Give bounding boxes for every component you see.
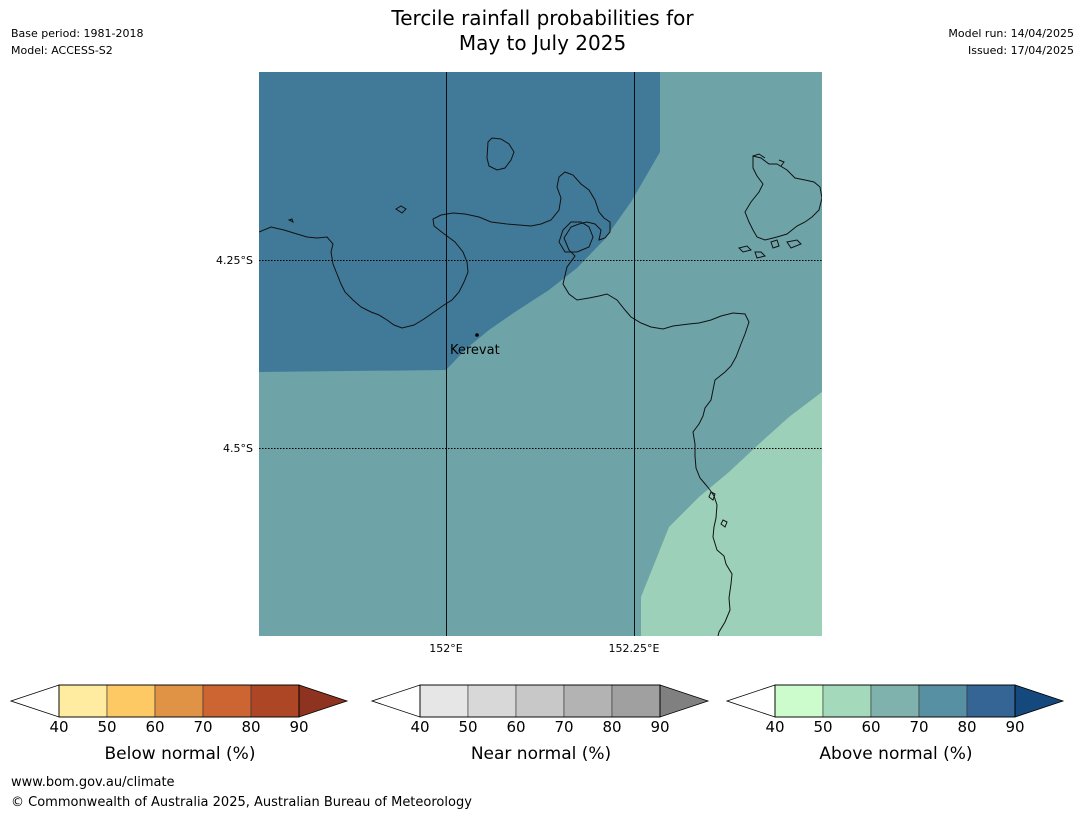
footer-copyright: © Commonwealth of Australia 2025, Austra… bbox=[11, 795, 472, 810]
lat-label-4.5: 4.5°S bbox=[223, 442, 253, 455]
cbar-above-tick: 50 bbox=[813, 718, 833, 736]
region-50-60 bbox=[641, 392, 822, 636]
page-title: Tercile rainfall probabilities for May t… bbox=[0, 6, 1085, 56]
colorbar-bin bbox=[774, 684, 824, 718]
colorbar-outline bbox=[58, 684, 300, 718]
colorbar-bin bbox=[154, 684, 204, 718]
colorbar-below-normal bbox=[10, 684, 349, 718]
cbar-above-tick: 80 bbox=[957, 718, 977, 736]
probability-map bbox=[259, 72, 822, 636]
colorbar-extend-low bbox=[726, 684, 776, 718]
title-line-1: Tercile rainfall probabilities for bbox=[391, 6, 694, 30]
cbar-near-tick: 40 bbox=[410, 718, 430, 736]
colorbar-bin bbox=[966, 684, 1016, 718]
colorbar-bin bbox=[250, 684, 300, 718]
colorbar-below-label: Below normal (%) bbox=[104, 744, 256, 764]
cbar-below-tick: 40 bbox=[49, 718, 69, 736]
cbar-near-tick: 90 bbox=[650, 718, 670, 736]
colorbar-bin bbox=[870, 684, 920, 718]
cbar-below-tick: 60 bbox=[145, 718, 165, 736]
place-label-kerevat: Kerevat bbox=[450, 343, 500, 358]
title-line-2: May to July 2025 bbox=[458, 31, 627, 55]
map-canvas bbox=[259, 72, 822, 636]
base-period-text: Base period: 1981-2018 bbox=[11, 27, 144, 40]
colorbar-bin bbox=[563, 684, 613, 718]
colorbar-extend-low bbox=[371, 684, 421, 718]
cbar-below-tick: 70 bbox=[193, 718, 213, 736]
cbar-near-tick: 60 bbox=[506, 718, 526, 736]
cbar-above-tick: 40 bbox=[765, 718, 785, 736]
colorbar-bin bbox=[106, 684, 156, 718]
lon-label-152.25: 152.25°E bbox=[608, 642, 660, 655]
cbar-below-tick: 90 bbox=[289, 718, 309, 736]
colorbar-extend-low bbox=[10, 684, 60, 718]
colorbar-near-label: Near normal (%) bbox=[470, 744, 612, 764]
colorbar-outline bbox=[419, 684, 661, 718]
colorbar-bin bbox=[822, 684, 872, 718]
cbar-near-tick: 70 bbox=[554, 718, 574, 736]
colorbar-bin bbox=[611, 684, 661, 718]
footer-url: www.bom.gov.au/climate bbox=[11, 775, 175, 790]
lon-label-152: 152°E bbox=[429, 642, 463, 655]
kerevat-marker bbox=[475, 333, 479, 337]
colorbar-bin bbox=[515, 684, 565, 718]
cbar-near-tick: 80 bbox=[602, 718, 622, 736]
cbar-above-tick: 60 bbox=[861, 718, 881, 736]
colorbar-bin bbox=[419, 684, 469, 718]
colorbar-near-normal bbox=[371, 684, 710, 718]
cbar-below-tick: 50 bbox=[97, 718, 117, 736]
coastline bbox=[259, 137, 822, 636]
colorbar-extend-high bbox=[298, 684, 349, 718]
cbar-above-tick: 70 bbox=[909, 718, 929, 736]
colorbar-bin bbox=[202, 684, 252, 718]
colorbar-bin bbox=[58, 684, 108, 718]
colorbar-below-ticks: 40 50 60 70 80 90 bbox=[10, 718, 350, 738]
lat-label-4.25: 4.25°S bbox=[216, 254, 253, 267]
colorbar-bin bbox=[918, 684, 968, 718]
cbar-below-tick: 80 bbox=[241, 718, 261, 736]
model-text: Model: ACCESS-S2 bbox=[11, 44, 113, 57]
colorbar-extend-high bbox=[1014, 684, 1065, 718]
colorbar-above-ticks: 40 50 60 70 80 90 bbox=[726, 718, 1066, 738]
cbar-near-tick: 50 bbox=[458, 718, 478, 736]
graticule bbox=[259, 72, 822, 636]
metadata-right: Model run: 14/04/2025 Issued: 17/04/2025 bbox=[948, 25, 1074, 59]
colorbar-extend-high bbox=[659, 684, 710, 718]
issued-text: Issued: 17/04/2025 bbox=[967, 44, 1074, 57]
colorbar-near-ticks: 40 50 60 70 80 90 bbox=[371, 718, 711, 738]
colorbar-bin bbox=[467, 684, 517, 718]
model-run-text: Model run: 14/04/2025 bbox=[948, 27, 1074, 40]
colorbar-above-label: Above normal (%) bbox=[819, 744, 973, 764]
cbar-above-tick: 90 bbox=[1005, 718, 1025, 736]
colorbar-above-normal bbox=[726, 684, 1065, 718]
colorbar-outline bbox=[774, 684, 1016, 718]
region-70-80 bbox=[259, 72, 660, 372]
metadata-left: Base period: 1981-2018 Model: ACCESS-S2 bbox=[11, 25, 143, 59]
